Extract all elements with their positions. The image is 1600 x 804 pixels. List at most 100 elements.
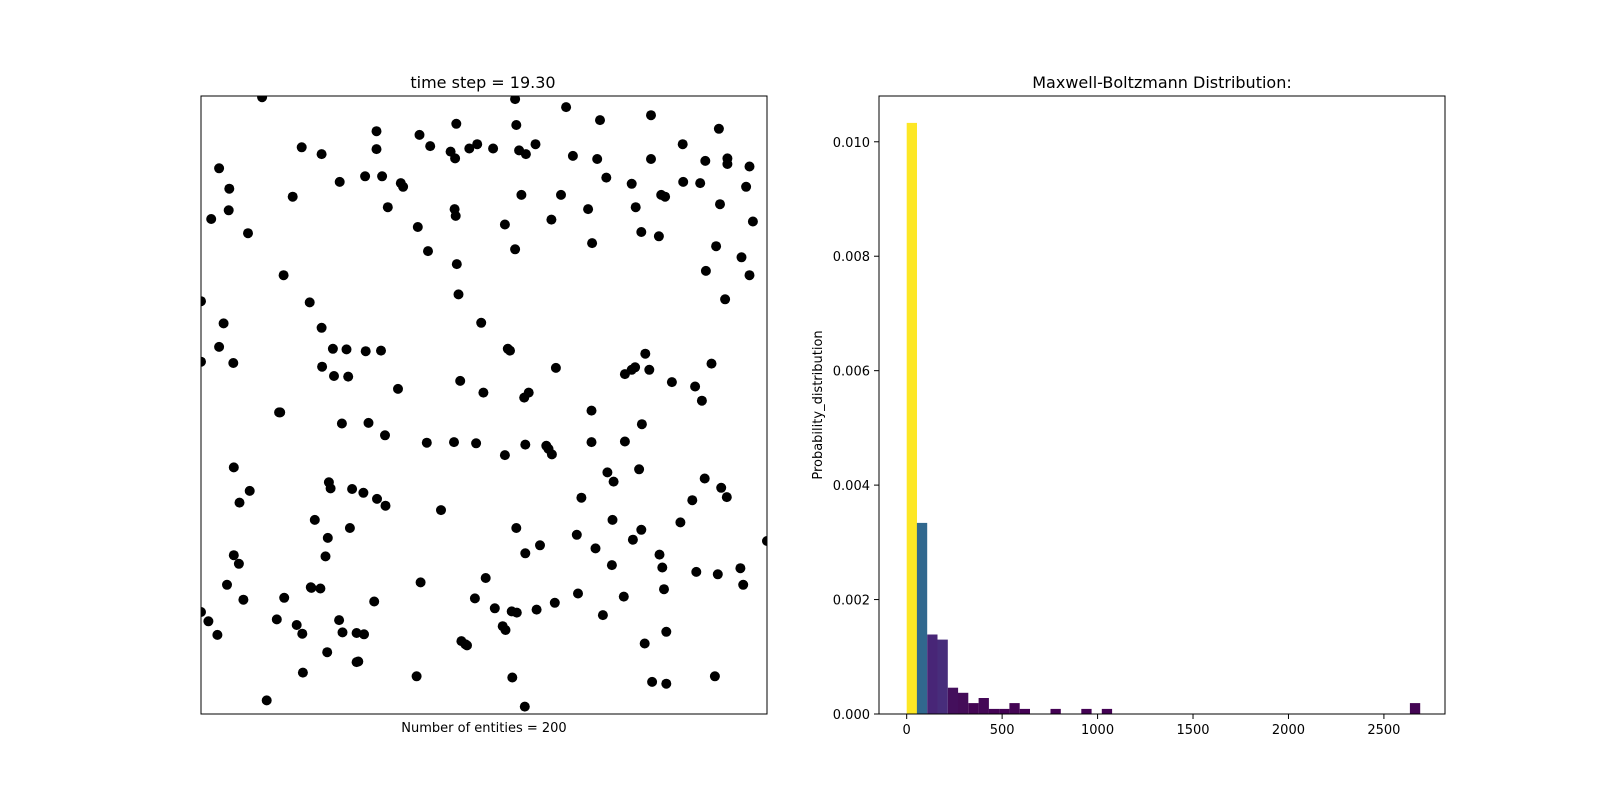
scatter-point bbox=[297, 667, 308, 678]
histogram-axes-frame bbox=[878, 95, 1446, 715]
scatter-point bbox=[535, 540, 545, 551]
scatter-point bbox=[278, 270, 289, 281]
scatter-point bbox=[640, 348, 651, 359]
scatter-point bbox=[327, 343, 338, 354]
scatter-point bbox=[627, 534, 638, 545]
scatter-point bbox=[700, 155, 711, 166]
scatter-point bbox=[469, 593, 480, 604]
scatter-point bbox=[510, 244, 521, 255]
scatter-point bbox=[608, 476, 619, 487]
scatter-point bbox=[317, 361, 328, 372]
scatter-point bbox=[228, 550, 239, 561]
x-tick-label: 500 bbox=[990, 723, 1015, 738]
scatter-point bbox=[634, 464, 645, 475]
histogram-bar bbox=[999, 708, 1010, 714]
histogram-x-ticks: 0 500 1000 1500 2000 2500 bbox=[903, 714, 1400, 738]
scatter-point bbox=[511, 120, 522, 130]
scatter-point bbox=[595, 115, 605, 126]
scatter-point bbox=[360, 171, 371, 182]
scatter-point bbox=[696, 395, 707, 406]
scatter-point bbox=[344, 523, 355, 533]
histogram-bar bbox=[988, 708, 1000, 714]
scatter-point bbox=[654, 549, 665, 560]
scatter-point bbox=[738, 579, 749, 590]
scatter-point bbox=[412, 222, 423, 232]
scatter-point bbox=[450, 210, 461, 221]
histogram-bar bbox=[1050, 708, 1061, 714]
scatter-point bbox=[275, 407, 286, 418]
scatter-point bbox=[358, 487, 369, 498]
scatter-point bbox=[380, 430, 390, 441]
scatter-point bbox=[212, 629, 223, 640]
scatter-point bbox=[601, 172, 612, 183]
scatter-point bbox=[271, 614, 282, 625]
scatter-point bbox=[597, 610, 608, 621]
scatter-point bbox=[659, 584, 669, 595]
scatter-point bbox=[546, 449, 557, 460]
scatter-point bbox=[587, 238, 598, 249]
scatter-point bbox=[309, 514, 320, 525]
scatter-point bbox=[261, 695, 272, 706]
scatter-point bbox=[243, 228, 253, 239]
scatter-point bbox=[228, 462, 239, 473]
histogram-bar bbox=[1009, 703, 1020, 714]
scatter-point bbox=[741, 181, 752, 192]
scatter-point bbox=[322, 647, 333, 658]
scatter-point bbox=[711, 241, 722, 252]
scatter-point bbox=[423, 246, 433, 257]
histogram-bar bbox=[937, 639, 948, 714]
histogram-ylabel: Probability_distribution bbox=[811, 330, 826, 479]
scatter-point bbox=[500, 625, 511, 635]
scatter-point bbox=[520, 439, 531, 450]
x-tick-label: 1000 bbox=[1081, 723, 1114, 738]
scatter-point bbox=[546, 214, 557, 225]
scatter-point bbox=[744, 270, 755, 281]
y-tick-label: 0.010 bbox=[833, 136, 870, 151]
scatter-point bbox=[415, 577, 426, 588]
x-tick-label: 2500 bbox=[1367, 723, 1400, 738]
scatter-point bbox=[619, 436, 630, 447]
scatter-point bbox=[736, 252, 747, 263]
scatter-point bbox=[716, 482, 727, 493]
scatter-point bbox=[644, 364, 655, 375]
scatter-point bbox=[607, 514, 618, 525]
scatter-point bbox=[735, 563, 746, 574]
scatter-point bbox=[371, 144, 382, 155]
scatter-point bbox=[647, 676, 658, 687]
histogram-y-ticks: 0.000 0.002 0.004 0.006 0.008 0.010 bbox=[833, 136, 879, 723]
scatter-point bbox=[488, 143, 499, 154]
scatter-point bbox=[550, 362, 561, 373]
scatter-point bbox=[626, 178, 637, 189]
scatter-point bbox=[363, 417, 374, 428]
scatter-point bbox=[449, 437, 459, 448]
scatter-point bbox=[476, 317, 487, 328]
scatter-point bbox=[571, 529, 582, 540]
scatter-point bbox=[238, 594, 249, 605]
scatter-point bbox=[531, 604, 542, 615]
y-tick-label: 0.002 bbox=[833, 594, 870, 609]
histogram-bar bbox=[1409, 703, 1421, 714]
scatter-point bbox=[315, 583, 326, 594]
scatter-point bbox=[214, 341, 225, 352]
scatter-point bbox=[201, 607, 206, 617]
scatter-point bbox=[451, 118, 462, 129]
scatter-point bbox=[480, 573, 491, 583]
scatter-point bbox=[223, 205, 234, 216]
y-tick-label: 0.004 bbox=[833, 479, 870, 494]
histogram-bar bbox=[958, 692, 969, 714]
scatter-point bbox=[556, 189, 566, 200]
scatter-point bbox=[398, 181, 409, 192]
scatter-point bbox=[453, 289, 464, 300]
scatter-point bbox=[646, 110, 656, 121]
scatter-point bbox=[279, 592, 290, 603]
scatter-points bbox=[201, 96, 767, 712]
scatter-point bbox=[700, 265, 711, 276]
scatter-point bbox=[660, 191, 671, 202]
scatter-point bbox=[334, 176, 345, 187]
x-tick-label: 1500 bbox=[1176, 723, 1209, 738]
scatter-point bbox=[287, 191, 298, 202]
scatter-point bbox=[657, 562, 668, 573]
scatter-point bbox=[377, 171, 388, 182]
scatter-point bbox=[421, 437, 432, 448]
